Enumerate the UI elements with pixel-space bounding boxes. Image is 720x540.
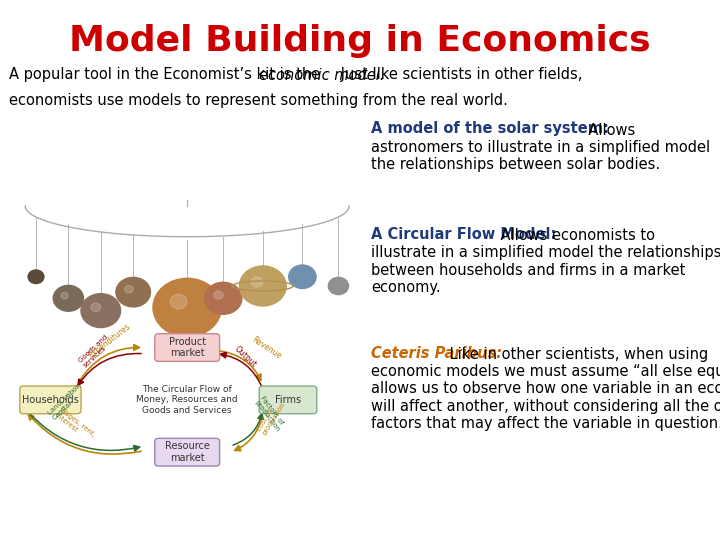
- Text: Expenditures: Expenditures: [86, 322, 132, 360]
- FancyBboxPatch shape: [155, 438, 220, 466]
- Text: Allows
astronomers to illustrate in a simplified model
the relationships between: Allows astronomers to illustrate in a si…: [371, 123, 710, 172]
- Text: economists use models to represent something from the real world.: economists use models to represent somet…: [9, 93, 508, 109]
- Text: Output: Output: [232, 345, 258, 369]
- Text: A model of the solar system:: A model of the solar system:: [371, 122, 608, 137]
- Text: Land, Labor,
Capital: Land, Labor, Capital: [47, 382, 87, 421]
- Text: Goods and
services: Goods and services: [78, 334, 114, 369]
- Circle shape: [81, 294, 121, 328]
- Circle shape: [53, 285, 84, 311]
- Text: Just like scientists in other fields,: Just like scientists in other fields,: [336, 68, 582, 83]
- FancyBboxPatch shape: [259, 386, 317, 414]
- Circle shape: [125, 286, 133, 293]
- Text: Wages, rent,
interest: Wages, rent, interest: [54, 407, 96, 444]
- Text: Ceteris Paribus:: Ceteris Paribus:: [371, 346, 502, 361]
- Text: Allows economists to
illustrate in a simplified model the relationships
between : Allows economists to illustrate in a sim…: [371, 228, 720, 295]
- Text: A Circular Flow Model:: A Circular Flow Model:: [371, 227, 556, 242]
- Circle shape: [328, 278, 348, 295]
- Circle shape: [239, 266, 287, 306]
- Text: Product
market: Product market: [168, 337, 206, 359]
- Text: Revenue: Revenue: [251, 335, 283, 360]
- Circle shape: [116, 278, 150, 307]
- Circle shape: [28, 270, 44, 284]
- Circle shape: [289, 265, 316, 288]
- Text: Cost of
production: Cost of production: [256, 397, 287, 436]
- Circle shape: [251, 277, 263, 287]
- Circle shape: [214, 291, 223, 299]
- FancyBboxPatch shape: [20, 386, 81, 414]
- Text: Households: Households: [22, 395, 78, 405]
- Text: Resource
market: Resource market: [165, 441, 210, 463]
- Text: Model Building in Economics: Model Building in Economics: [69, 24, 651, 58]
- Text: economic model.: economic model.: [259, 68, 384, 83]
- Circle shape: [91, 303, 101, 312]
- Text: The Circular Flow of
Money, Resources and
Goods and Services: The Circular Flow of Money, Resources an…: [136, 385, 238, 415]
- Circle shape: [170, 294, 187, 309]
- FancyBboxPatch shape: [155, 334, 220, 361]
- Text: Like in other scientists, when using
economic models we must assume “all else eq: Like in other scientists, when using eco…: [371, 347, 720, 431]
- Circle shape: [153, 278, 222, 337]
- Text: A popular tool in the Economist’s kit is the: A popular tool in the Economist’s kit is…: [9, 68, 325, 83]
- Circle shape: [60, 293, 68, 299]
- Circle shape: [204, 282, 242, 314]
- Text: Firms: Firms: [275, 395, 301, 405]
- Text: Factors of
production: Factors of production: [253, 395, 287, 433]
